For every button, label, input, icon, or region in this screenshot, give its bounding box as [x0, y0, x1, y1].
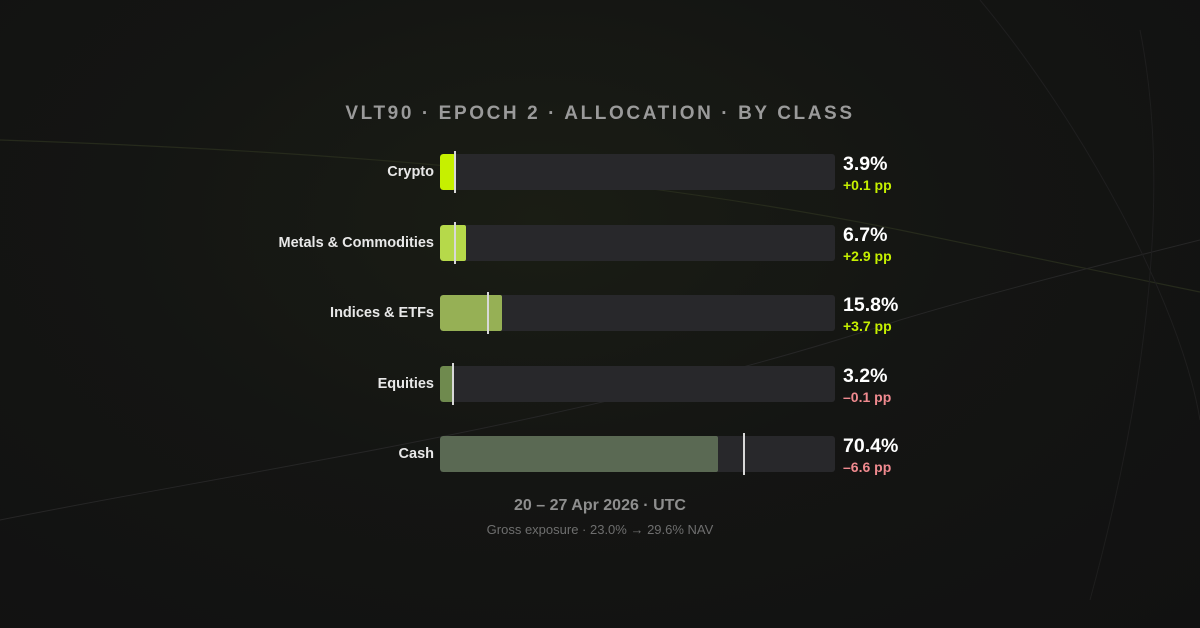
value-label-crypto: 3.9%	[843, 153, 888, 175]
previous-value-marker-equities	[452, 362, 455, 405]
bar-track-crypto	[440, 154, 835, 190]
value-label-cash: 70.4%	[843, 435, 899, 457]
delta-label-indices-etfs: +3.7 pp	[843, 318, 892, 334]
category-label-crypto: Crypto	[387, 164, 434, 180]
bar-metals-commodities	[440, 224, 467, 261]
bar-track-indices-etfs	[440, 295, 835, 331]
delta-label-crypto: +0.1 pp	[843, 177, 892, 193]
bar-track-equities	[440, 365, 835, 402]
bar-indices-etfs	[440, 295, 503, 331]
bar-crypto	[440, 154, 456, 190]
bar-cash	[440, 436, 719, 472]
value-label-equities: 3.2%	[843, 364, 888, 387]
bar-row-equities: Equities 3.2% –0.1 pp	[0, 362, 1200, 405]
delta-label-metals-commodities: +2.9 pp	[843, 247, 892, 264]
category-label-metals-commodities: Metals & Commodities	[278, 234, 435, 251]
category-label-equities: Equities	[377, 375, 434, 392]
previous-value-marker-cash	[743, 433, 746, 475]
exposure-note: Gross exposure · 23.0% → 29.6% NAV	[486, 522, 714, 537]
bar-row-indices-etfs: Indices & ETFs 15.8% +3.7 pp	[0, 292, 1200, 334]
previous-value-marker-metals-commodities	[454, 221, 456, 264]
delta-label-equities: –0.1 pp	[843, 388, 892, 405]
value-label-indices-etfs: 15.8%	[843, 294, 899, 316]
previous-value-marker-indices-etfs	[486, 292, 489, 334]
chart-title: VLT90 · EPOCH 2 · ALLOCATION · BY CLASS	[345, 103, 855, 124]
delta-label-cash: –6.6 pp	[843, 459, 892, 475]
bar-track-cash	[440, 436, 835, 472]
bar-row-metals-commodities: Metals & Commodities 6.7% +2.9 pp	[0, 221, 1200, 264]
value-label-metals-commodities: 6.7%	[843, 223, 888, 246]
category-label-indices-etfs: Indices & ETFs	[330, 305, 434, 321]
period-label: 20 – 27 Apr 2026 · UTC	[514, 497, 686, 514]
bar-equities	[440, 365, 453, 402]
bar-track-metals-commodities	[440, 224, 835, 261]
category-label-cash: Cash	[398, 446, 434, 462]
bar-row-crypto: Crypto 3.9% +0.1 pp	[0, 151, 1200, 193]
bar-row-cash: Cash 70.4% –6.6 pp	[0, 433, 1200, 475]
previous-value-marker-crypto	[454, 151, 456, 193]
